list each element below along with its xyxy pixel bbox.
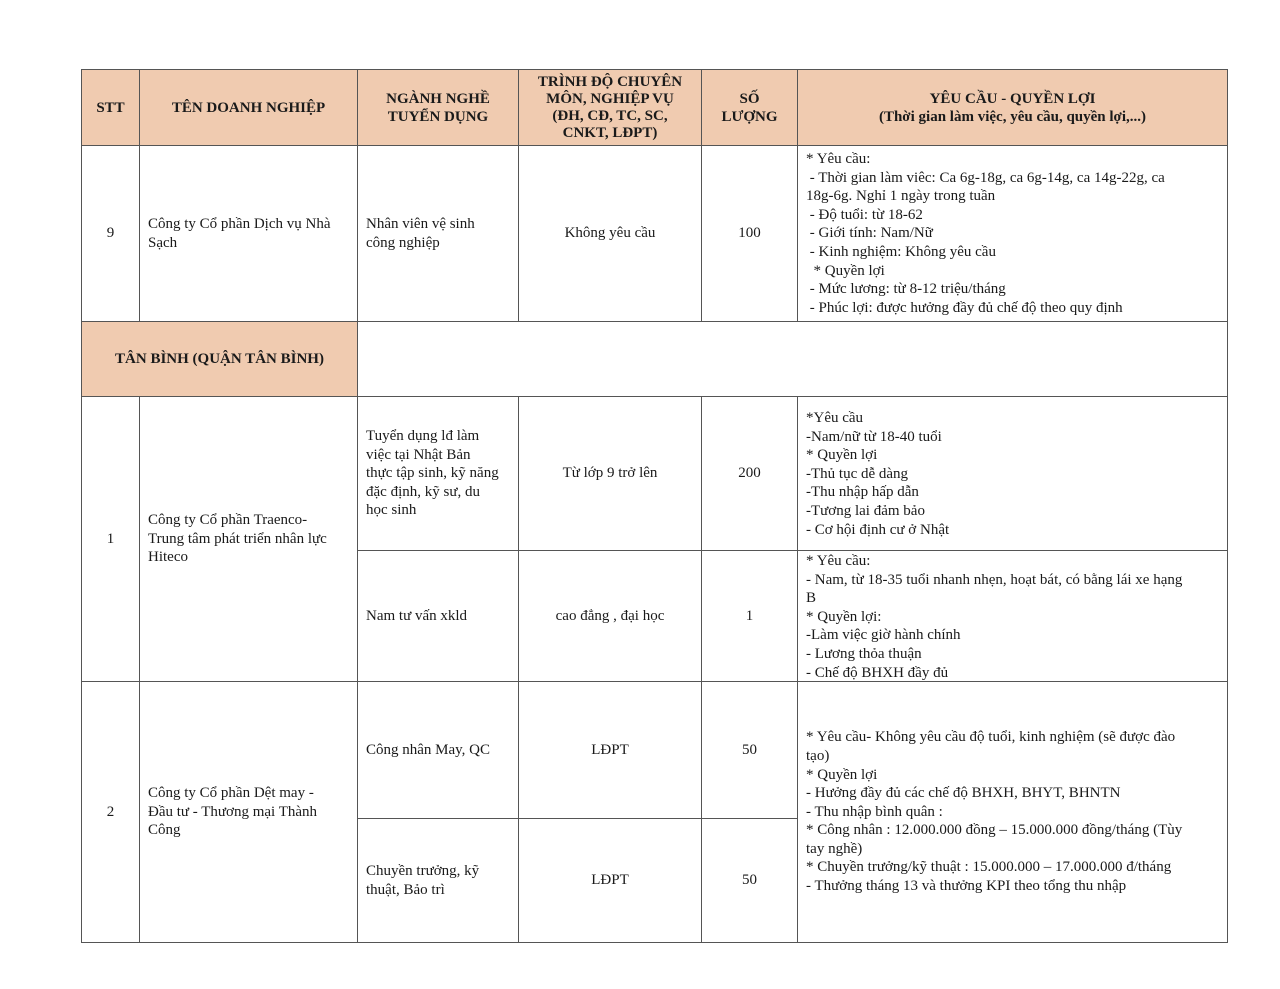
quantity: 200: [701, 396, 798, 551]
quantity: 100: [701, 145, 798, 322]
company-name: Công ty Cổ phần Dịch vụ Nhà Sạch: [139, 145, 358, 322]
header-company-text: TÊN DOANH NGHIỆP: [171, 99, 326, 116]
header-requirements-text: YÊU CẦU - QUYỀN LỢI (Thời gian làm việc,…: [878, 90, 1147, 125]
header-qualification: TRÌNH ĐỘ CHUYÊN MÔN, NGHIỆP VỤ (ĐH, CĐ, …: [518, 69, 702, 146]
section-title: TÂN BÌNH (QUẬN TÂN BÌNH): [81, 321, 358, 397]
job-title: Nam tư vấn xkld: [357, 550, 519, 682]
header-requirements: YÊU CẦU - QUYỀN LỢI (Thời gian làm việc,…: [797, 69, 1228, 146]
header-quantity-text: SỐ LƯỢNG: [721, 90, 778, 125]
requirements: * Yêu cầu: - Nam, từ 18-35 tuổi nhanh nh…: [797, 550, 1228, 682]
job-title: Tuyển dụng lđ làm việc tại Nhật Bản thực…: [357, 396, 519, 551]
row-stt: 1: [81, 396, 140, 682]
header-stt: STT: [81, 69, 140, 146]
section-empty-cell: [357, 321, 1228, 397]
header-qualification-text: TRÌNH ĐỘ CHUYÊN MÔN, NGHIỆP VỤ (ĐH, CĐ, …: [537, 73, 683, 141]
header-job-text: NGÀNH NGHỀ TUYỂN DỤNG: [386, 90, 490, 125]
qualification: cao đẳng , đại học: [518, 550, 702, 682]
requirements: *Yêu cầu -Nam/nữ từ 18-40 tuổi * Quyền l…: [797, 396, 1228, 551]
requirements: * Yêu cầu: - Thời gian làm viêc: Ca 6g-1…: [797, 145, 1228, 322]
job-title: Công nhân May, QC: [357, 681, 519, 819]
header-company: TÊN DOANH NGHIỆP: [139, 69, 358, 146]
job-title: Nhân viên vệ sinh công nghiệp: [357, 145, 519, 322]
qualification: Không yêu cầu: [518, 145, 702, 322]
quantity: 1: [701, 550, 798, 682]
requirements: * Yêu cầu- Không yêu cầu độ tuổi, kinh n…: [797, 681, 1228, 943]
company-name: Công ty Cổ phần Traenco- Trung tâm phát …: [139, 396, 358, 682]
stt-text: 9: [106, 225, 115, 242]
row-stt: 9: [81, 145, 140, 322]
row-stt: 2: [81, 681, 140, 943]
quantity: 50: [701, 818, 798, 943]
qualification: Từ lớp 9 trở lên: [518, 396, 702, 551]
header-stt-text: STT: [96, 99, 125, 116]
company-name: Công ty Cổ phần Dệt may - Đầu tư - Thươn…: [139, 681, 358, 943]
section-title-text: TÂN BÌNH (QUẬN TÂN BÌNH): [115, 351, 324, 367]
qualification: LĐPT: [518, 818, 702, 943]
header-quantity: SỐ LƯỢNG: [701, 69, 798, 146]
header-job: NGÀNH NGHỀ TUYỂN DỤNG: [357, 69, 519, 146]
quantity: 50: [701, 681, 798, 819]
qualification: LĐPT: [518, 681, 702, 819]
job-title: Chuyền trưởng, kỹ thuật, Bảo trì: [357, 818, 519, 943]
